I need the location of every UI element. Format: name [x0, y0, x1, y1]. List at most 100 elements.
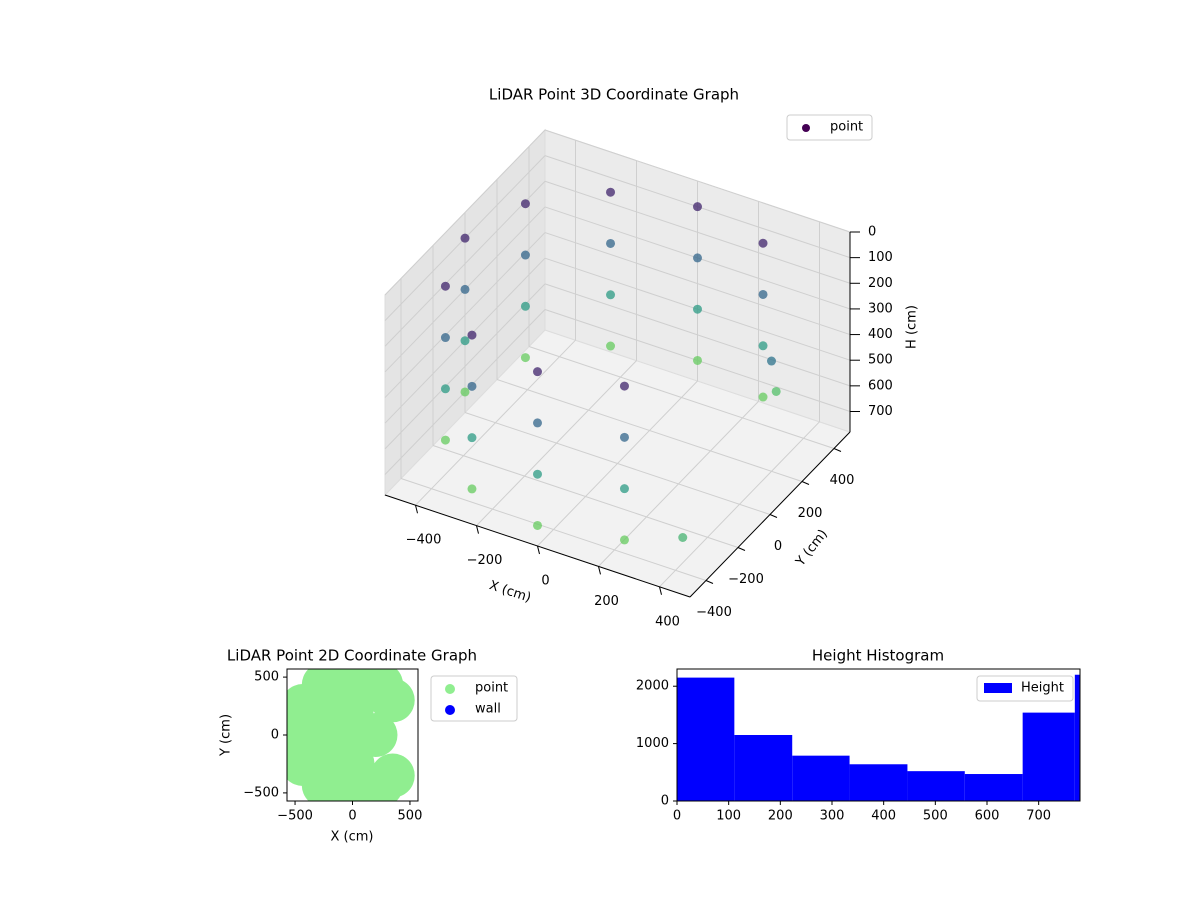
- y-tick-label: 500: [254, 670, 279, 685]
- x-axis-label: X (cm): [487, 578, 533, 606]
- x-axis-label: X (cm): [331, 830, 374, 845]
- z-tick-label: 0: [868, 225, 876, 240]
- y-tick-label: −400: [696, 605, 732, 620]
- tick-mark: [833, 448, 842, 452]
- grid-line: [384, 232, 546, 398]
- point: [693, 253, 702, 263]
- bar: [1074, 674, 1080, 801]
- point: [440, 281, 450, 291]
- grid-line: [544, 129, 851, 233]
- legend-box: [786, 114, 873, 141]
- x-tick-label: 200: [594, 594, 619, 609]
- legend-box: [976, 675, 1074, 702]
- grid-line: [384, 283, 546, 450]
- point: [440, 435, 450, 445]
- y-tick-label: 0: [774, 539, 782, 554]
- x-tick-label: 300: [820, 809, 845, 824]
- legend-marker: [445, 705, 455, 715]
- legend-label: wall: [475, 702, 501, 717]
- z-tick-label: 200: [868, 276, 893, 291]
- y-tick-label: 200: [798, 506, 823, 521]
- z-tick-label: 100: [868, 250, 893, 265]
- point: [678, 532, 688, 542]
- bar: [1022, 712, 1075, 801]
- legend-marker: [984, 683, 1012, 693]
- grid-line: [528, 346, 835, 449]
- x-tick-label: 400: [871, 809, 896, 824]
- grid-line: [400, 478, 707, 581]
- point: [758, 289, 768, 299]
- x-tick-label: 200: [768, 809, 793, 824]
- plot-area: [287, 669, 415, 801]
- point: [533, 520, 542, 530]
- point: [353, 713, 398, 757]
- chart-title: LiDAR Point 3D Coordinate Graph: [489, 86, 739, 104]
- bar: [677, 677, 735, 801]
- grid-line: [384, 180, 546, 347]
- point: [520, 250, 530, 260]
- point: [619, 432, 629, 442]
- chart-title: Height Histogram: [812, 647, 944, 665]
- point: [460, 387, 470, 397]
- y-tick-label: −500: [243, 785, 279, 800]
- x-tick-label: 400: [655, 614, 680, 629]
- point: [606, 187, 616, 197]
- grid-line: [544, 232, 851, 336]
- point: [606, 290, 616, 300]
- y-tick-label: −200: [728, 572, 764, 587]
- y-tick-label: 1000: [636, 736, 669, 751]
- legend-marker: [802, 124, 810, 132]
- tick-mark: [769, 514, 778, 518]
- point: [693, 304, 702, 314]
- x-tick-label: −500: [277, 809, 313, 824]
- grid-line: [496, 379, 803, 482]
- point: [467, 381, 477, 391]
- point: [467, 433, 477, 443]
- y-tick-label: 2000: [636, 679, 669, 694]
- bar: [734, 735, 793, 801]
- point: [370, 678, 415, 723]
- point: [767, 356, 776, 366]
- tick-mark: [737, 547, 746, 551]
- point: [693, 202, 702, 212]
- point: [460, 233, 470, 243]
- point: [440, 333, 450, 343]
- point: [606, 341, 616, 351]
- x-tick-label: 0: [348, 809, 356, 824]
- point: [467, 330, 477, 340]
- tick-mark: [415, 505, 418, 514]
- point: [619, 484, 629, 494]
- point: [606, 238, 616, 248]
- z-tick-label: 700: [868, 404, 893, 419]
- x-tick-label: 100: [716, 809, 741, 824]
- point: [520, 199, 530, 209]
- point: [440, 384, 450, 394]
- point: [771, 386, 781, 396]
- y-axis-label: Y (cm): [793, 527, 831, 570]
- grid-line: [544, 283, 851, 387]
- y-axis-label: Y (cm): [219, 714, 234, 757]
- x-tick-label: 600: [975, 809, 1000, 824]
- x-tick-label: 700: [1026, 809, 1051, 824]
- grid-line: [384, 129, 546, 296]
- legend-label: Height: [1021, 681, 1064, 696]
- point: [758, 392, 768, 402]
- tick-mark: [659, 586, 662, 595]
- point: [758, 341, 768, 351]
- x-tick-label: 0: [673, 809, 681, 824]
- y-tick-label: 400: [830, 473, 855, 488]
- bar: [907, 771, 965, 801]
- axis-line: [384, 494, 691, 598]
- z-tick-label: 500: [868, 353, 893, 368]
- point: [520, 301, 530, 311]
- bar: [964, 774, 1023, 801]
- x-tick-label: 500: [398, 809, 423, 824]
- tick-mark: [705, 580, 714, 584]
- grid-line: [432, 445, 739, 548]
- bar: [792, 755, 850, 801]
- point: [619, 535, 629, 545]
- x-tick-label: 500: [923, 809, 948, 824]
- point: [533, 469, 542, 479]
- legend-marker: [445, 684, 455, 694]
